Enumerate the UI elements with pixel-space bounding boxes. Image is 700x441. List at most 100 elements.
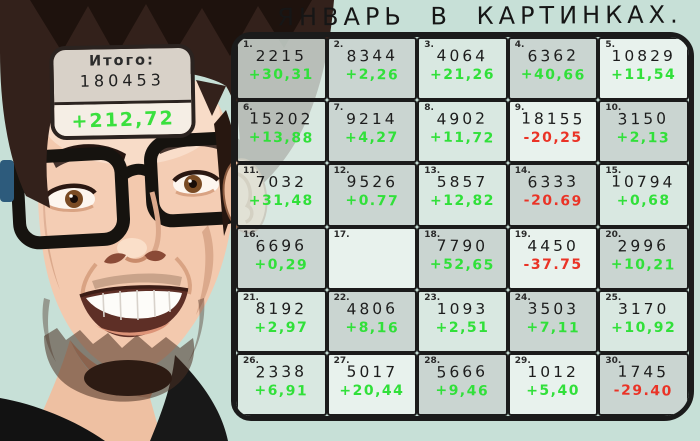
day-number: 1.	[243, 40, 253, 50]
day-change: -20.69	[523, 192, 583, 210]
day-number: 4.	[514, 40, 525, 50]
total-box: Итого: 180453 +212,72	[49, 43, 196, 141]
day-number: 18.	[424, 229, 441, 240]
day-number: 2.	[333, 40, 344, 50]
calendar-cell: 27. 5017 +20,44	[326, 352, 418, 416]
day-number: 8.	[424, 103, 434, 114]
day-change: +52,65	[429, 255, 496, 274]
day-value: 8344	[346, 46, 398, 66]
day-change: +20,44	[339, 382, 405, 399]
jacket	[150, 355, 228, 441]
calendar-cell: 21. 8192 +2,97	[236, 289, 327, 353]
day-number: 23.	[424, 292, 441, 303]
calendar-cell: 24. 3503 +7,11	[507, 289, 599, 353]
day-number: 15.	[605, 166, 622, 177]
glasses-temple-blue	[0, 160, 14, 202]
day-value: 3150	[617, 109, 670, 129]
day-value: 8192	[255, 299, 308, 319]
calendar-cell: 29. 1012 +5,40	[507, 352, 599, 416]
day-change: -29.40	[614, 382, 674, 400]
day-value: 2996	[617, 236, 670, 255]
day-change: +40,66	[520, 66, 586, 84]
day-value: 3503	[527, 299, 579, 319]
calendar-cell: 18. 7790 +52,65	[417, 226, 508, 290]
day-value: 15202	[249, 109, 314, 129]
calendar-grid: 1. 2215 +30,31 2. 8344 +2,26 3. 4064 +21,26 4. 636…	[231, 32, 694, 421]
day-number: 27.	[333, 355, 350, 366]
day-value: 4806	[346, 299, 398, 319]
calendar-cell: 14. 6333 -20.69	[507, 163, 599, 227]
total-value: 180453	[79, 70, 165, 91]
calendar-cell: 5. 10829 +11,54	[598, 37, 689, 101]
nose	[104, 191, 166, 264]
day-value: 10794	[611, 172, 676, 192]
calendar-cell: 9. 18155 -20,25	[507, 100, 599, 164]
day-number: 10.	[605, 103, 622, 114]
day-number: 13.	[424, 166, 441, 177]
day-value: 2215	[255, 47, 308, 65]
day-number: 24.	[514, 292, 531, 303]
day-number: 26.	[243, 355, 259, 366]
day-change: +0.77	[344, 192, 399, 210]
calendar-cell: 22. 4806 +8,16	[326, 289, 418, 353]
day-number: 17.	[333, 229, 350, 240]
day-change: -20,25	[523, 130, 583, 147]
day-change: +0,29	[254, 256, 309, 273]
day-number: 3.	[424, 40, 434, 50]
calendar-cell: 7. 9214 +4,27	[326, 100, 418, 164]
day-value: 6362	[527, 46, 579, 66]
day-change: +11,72	[429, 129, 496, 147]
day-value: 7790	[436, 236, 489, 255]
day-change: -37.75	[523, 256, 583, 273]
day-value: 6696	[255, 236, 308, 255]
day-number: 21.	[243, 292, 259, 303]
calendar-cell: 17.	[326, 226, 418, 290]
day-value: 6333	[527, 172, 579, 192]
day-number: 30.	[605, 355, 622, 366]
calendar-cell: 30. 1745 -29.40	[598, 352, 689, 416]
day-change: +2,51	[435, 319, 490, 336]
day-change: +9,46	[435, 382, 490, 400]
day-change: +10,21	[611, 255, 677, 274]
eyes	[44, 170, 220, 212]
day-number: 28.	[424, 355, 441, 366]
day-change: +5,40	[526, 382, 580, 399]
day-number: 19.	[514, 229, 531, 240]
mouth	[79, 273, 189, 338]
day-change: +4,27	[345, 130, 399, 147]
day-value: 1745	[617, 362, 670, 382]
calendar-cell: 11. 7032 +31,48	[236, 163, 327, 227]
day-number: 11.	[243, 166, 259, 177]
day-change: +31,48	[248, 193, 314, 210]
day-number: 5.	[605, 40, 616, 50]
day-value: 9526	[346, 172, 398, 192]
day-value: 1012	[527, 362, 579, 381]
day-value: 5017	[346, 362, 398, 382]
day-value: 7032	[255, 173, 308, 192]
total-label: Итого:	[88, 52, 156, 70]
calendar-cell: 28. 5666 +9,46	[417, 352, 508, 416]
day-number: 7.	[333, 103, 344, 114]
day-value: 10829	[611, 47, 676, 65]
day-number: 6.	[243, 103, 253, 114]
day-value: 18155	[520, 109, 586, 129]
day-value: 5857	[436, 173, 489, 192]
day-change: +10,92	[611, 319, 677, 336]
calendar-cell: 16. 6696 +0,29	[236, 226, 327, 290]
calendar-cell: 8. 4902 +11,72	[417, 100, 508, 164]
day-number: 16.	[243, 229, 259, 240]
day-value: 4450	[527, 236, 579, 255]
day-number: 22.	[333, 292, 350, 303]
day-change: +7,11	[526, 319, 581, 337]
day-value: 3170	[617, 299, 670, 318]
calendar-cell: 20. 2996 +10,21	[598, 226, 689, 290]
day-change: +2,97	[254, 319, 309, 336]
day-change: +2,13	[616, 129, 671, 147]
page-title: ЯНВАРЬ В КАРТИНКАХ.	[277, 0, 683, 32]
day-number: 9.	[514, 103, 525, 114]
calendar-cell: 19. 4450 -37.75	[507, 226, 599, 290]
day-change: +6,91	[254, 382, 309, 400]
day-number: 12.	[333, 166, 350, 177]
calendar-cell: 10. 3150 +2,13	[598, 100, 689, 164]
calendar-cell: 13. 5857 +12,82	[417, 163, 508, 227]
